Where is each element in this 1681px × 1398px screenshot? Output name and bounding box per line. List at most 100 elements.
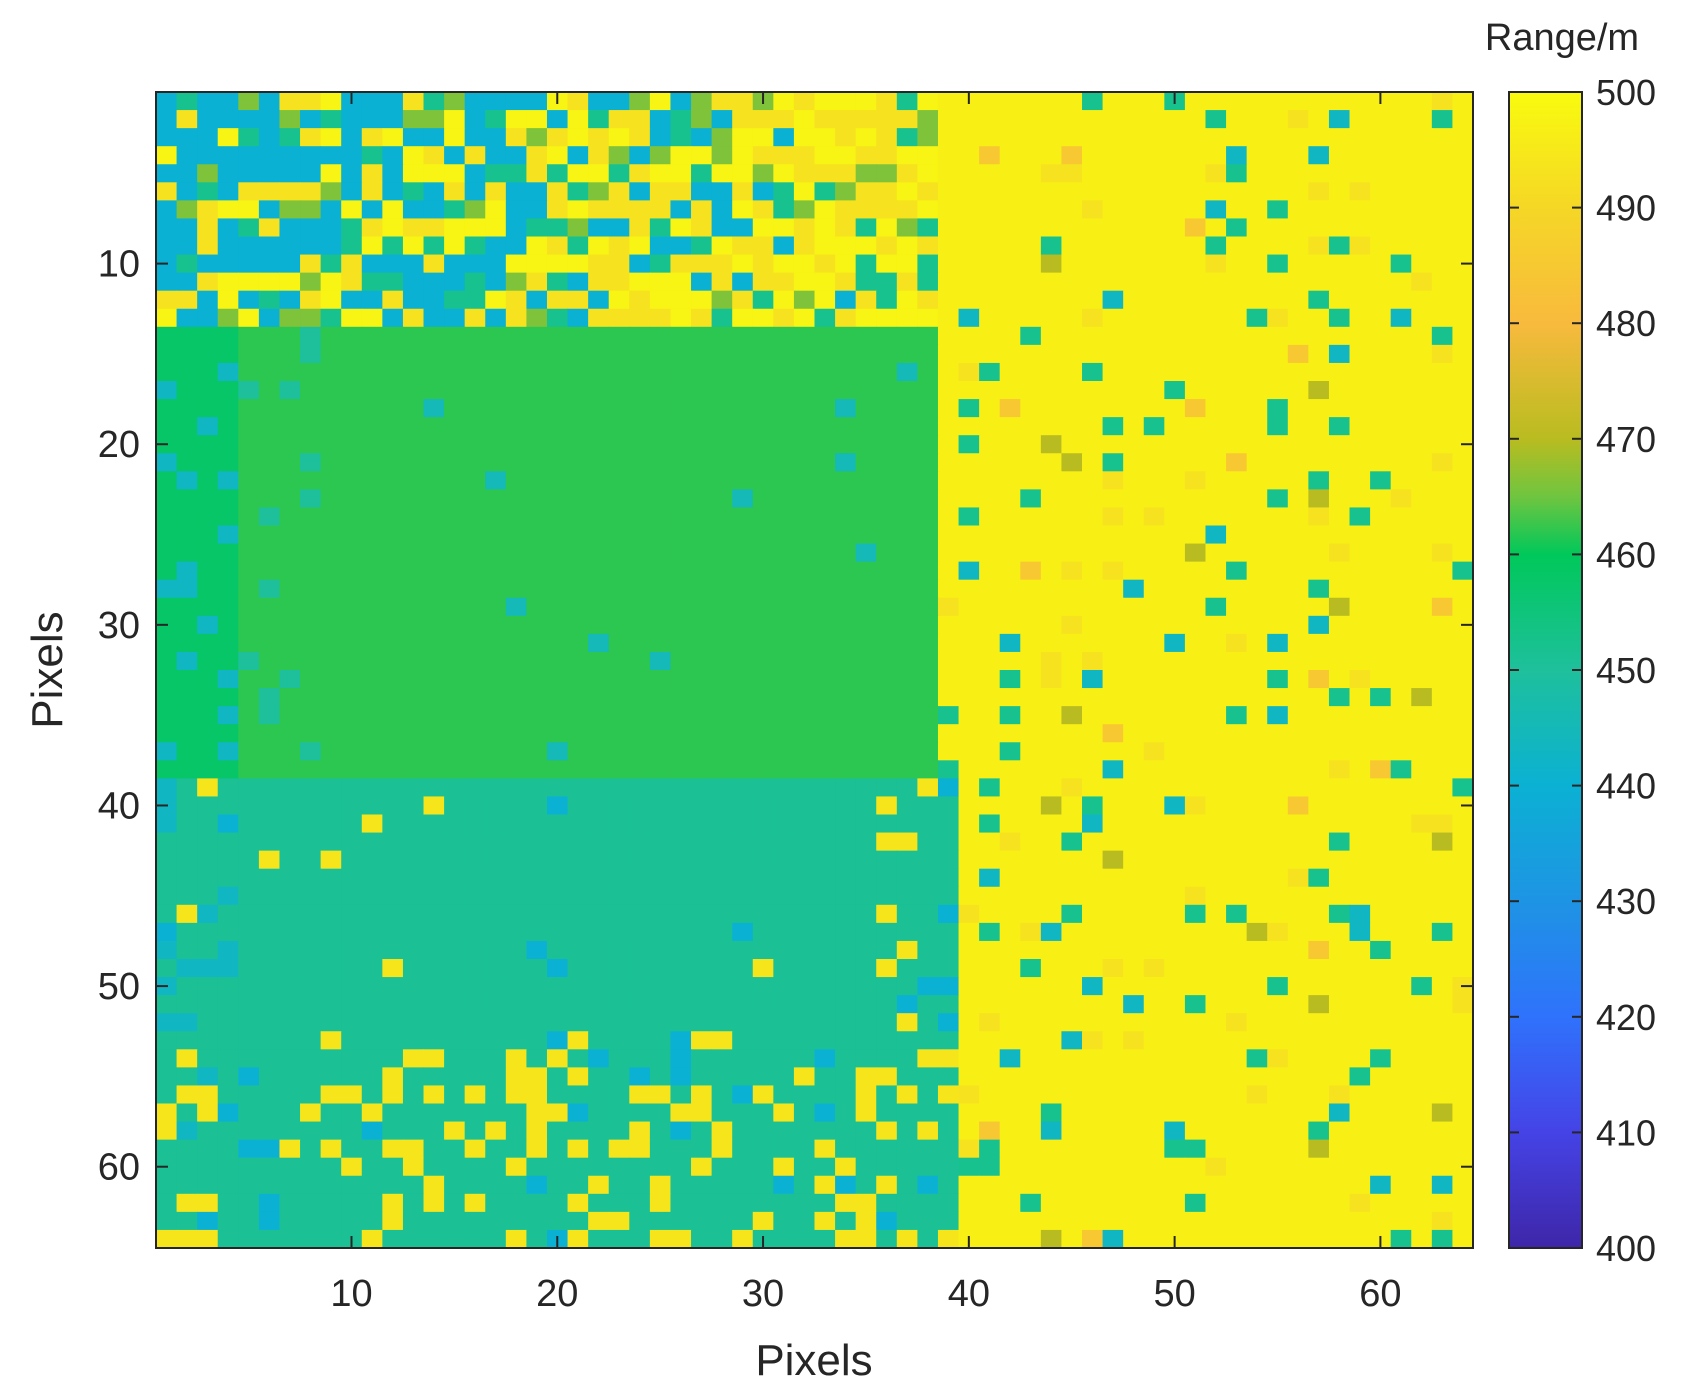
heatmap-cell <box>423 796 445 816</box>
heatmap-cell <box>402 940 425 960</box>
heatmap-cell <box>876 146 898 165</box>
heatmap-cell <box>752 236 774 256</box>
heatmap-cell <box>382 1139 404 1159</box>
heatmap-cell <box>1246 579 1268 599</box>
heatmap-cell <box>341 959 363 978</box>
heatmap-cell <box>464 218 486 238</box>
heatmap-cell <box>423 814 445 834</box>
heatmap-cell <box>1164 1121 1186 1141</box>
heatmap-cell <box>1143 995 1165 1014</box>
heatmap-cell <box>649 688 672 707</box>
heatmap-cell <box>608 742 630 761</box>
heatmap-cell <box>917 1031 939 1050</box>
heatmap-cell <box>300 706 322 725</box>
heatmap-cell <box>361 724 383 743</box>
heatmap-cell <box>937 850 960 870</box>
heatmap-cell <box>1452 543 1474 563</box>
heatmap-cell <box>1184 597 1207 617</box>
heatmap-cell <box>1267 633 1289 653</box>
heatmap-cell <box>1287 344 1309 364</box>
heatmap-cell <box>1102 904 1124 924</box>
heatmap-cell <box>361 308 383 328</box>
heatmap-cell <box>423 1121 445 1141</box>
heatmap-cell <box>320 435 342 454</box>
heatmap-cell <box>711 381 733 400</box>
heatmap-cell <box>217 724 239 743</box>
heatmap-cell <box>505 651 528 671</box>
heatmap-cell <box>464 1157 486 1177</box>
heatmap-cell <box>1123 525 1145 545</box>
heatmap-cell <box>814 579 836 599</box>
heatmap-cell <box>588 796 610 816</box>
heatmap-cell <box>444 272 466 292</box>
heatmap-cell <box>999 489 1021 509</box>
heatmap-cell <box>1184 128 1207 147</box>
heatmap-cell <box>979 868 1001 888</box>
heatmap-cell <box>1061 290 1083 310</box>
heatmap-cell <box>341 435 363 454</box>
heatmap-cell <box>732 272 754 292</box>
heatmap-cell <box>937 507 960 527</box>
heatmap-cell <box>1431 164 1454 183</box>
heatmap-cell <box>814 597 836 617</box>
heatmap-cell <box>382 308 404 328</box>
heatmap-cell <box>1267 326 1289 346</box>
heatmap-cell <box>855 1067 877 1087</box>
heatmap-cell <box>711 868 733 888</box>
heatmap-cell <box>361 507 383 527</box>
heatmap-cell <box>1123 362 1145 382</box>
heatmap-cell <box>1452 742 1474 761</box>
heatmap-cell <box>464 724 486 743</box>
heatmap-cell <box>238 1031 260 1050</box>
heatmap-cell <box>258 308 281 328</box>
heatmap-cell <box>937 688 960 707</box>
heatmap-cell <box>197 362 219 382</box>
heatmap-cell <box>361 200 383 220</box>
heatmap-cell <box>1328 1121 1351 1141</box>
heatmap-cell <box>649 1229 672 1249</box>
heatmap-cell <box>1184 922 1207 942</box>
heatmap-cell <box>444 724 466 743</box>
heatmap-cell <box>1349 959 1371 978</box>
heatmap-cell <box>1184 182 1207 201</box>
heatmap-cell <box>896 651 918 671</box>
heatmap-cell <box>546 1139 569 1159</box>
heatmap-cell <box>444 182 466 201</box>
heatmap-cell <box>896 182 918 201</box>
heatmap-cell <box>176 1211 198 1231</box>
heatmap-cell <box>999 399 1021 418</box>
heatmap-cell <box>444 507 466 527</box>
heatmap-cell <box>526 110 548 129</box>
heatmap-cell <box>1205 381 1227 400</box>
heatmap-cell <box>814 742 836 761</box>
heatmap-cell <box>1184 670 1207 689</box>
heatmap-cell <box>752 796 774 816</box>
heatmap-cell <box>896 868 918 888</box>
heatmap-cell <box>732 742 754 761</box>
heatmap-cell <box>1226 182 1248 201</box>
heatmap-cell <box>1370 507 1392 527</box>
heatmap-cell <box>176 543 198 563</box>
heatmap-cell <box>444 1049 466 1068</box>
heatmap-cell <box>1349 1103 1371 1123</box>
heatmap-cell <box>917 1103 939 1123</box>
heatmap-cell <box>382 1013 404 1032</box>
heatmap-cell <box>1020 1139 1042 1159</box>
heatmap-cell <box>732 561 754 581</box>
heatmap-cell <box>505 92 528 111</box>
heatmap-cell <box>1411 796 1433 816</box>
heatmap-cell <box>402 651 425 671</box>
heatmap-cell <box>793 326 816 346</box>
heatmap-cell <box>567 850 589 870</box>
heatmap-cell <box>999 543 1021 563</box>
heatmap-cell <box>464 525 486 545</box>
heatmap-cell <box>258 399 281 418</box>
heatmap-cell <box>156 579 178 599</box>
heatmap-cell <box>835 92 857 111</box>
heatmap-cell <box>649 1049 672 1068</box>
heatmap-cell <box>732 1085 754 1105</box>
heatmap-cell <box>1411 724 1433 743</box>
heatmap-cell <box>1328 561 1351 581</box>
heatmap-cell <box>197 399 219 418</box>
heatmap-cell <box>1411 904 1433 924</box>
